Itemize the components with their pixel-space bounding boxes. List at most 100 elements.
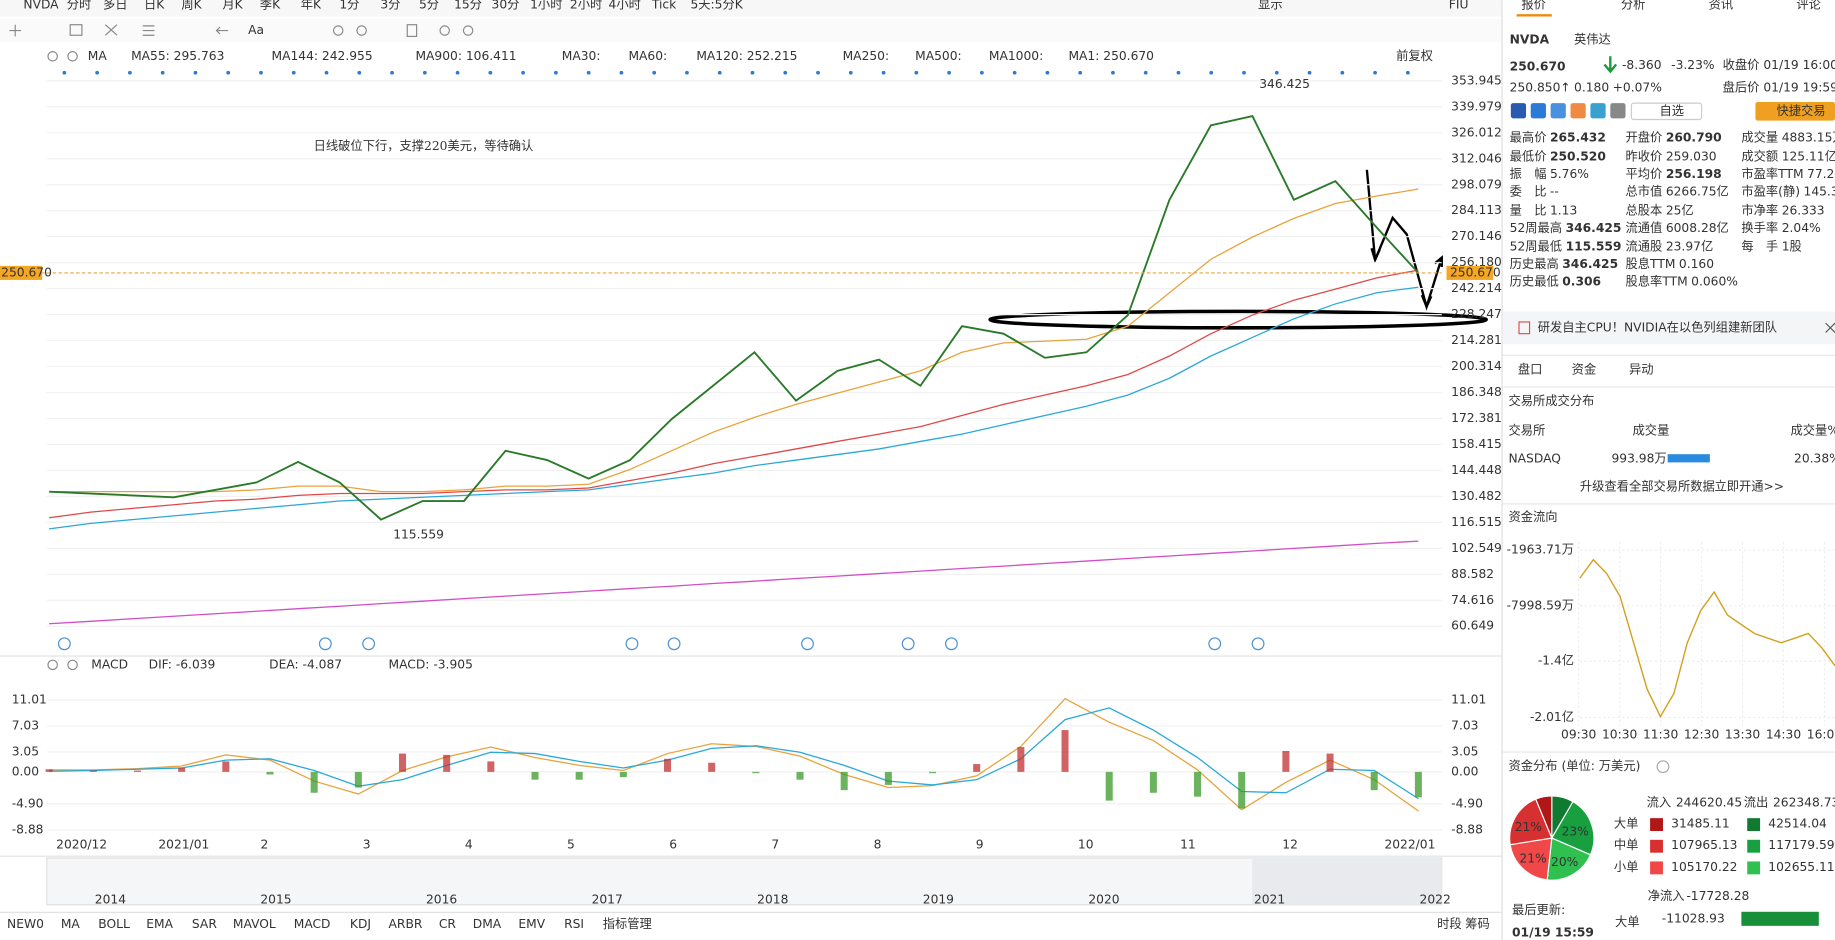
- legend-entry[interactable]: MA60:: [628, 49, 667, 63]
- icon[interactable]: [1510, 103, 1527, 119]
- news[interactable]: 研发自主CPU！NVIDIA在以色列组建新团队: [1538, 319, 1777, 334]
- icon[interactable]: [1550, 103, 1566, 119]
- fiu[interactable]: FIU: [1449, 0, 1469, 11]
- timeline-year: 2014: [95, 893, 126, 907]
- indicator-tab[interactable]: ARBR: [389, 917, 423, 931]
- event-marker[interactable]: [318, 637, 332, 651]
- icon[interactable]: [356, 25, 367, 36]
- font-tool[interactable]: Aa: [248, 23, 264, 37]
- event-marker[interactable]: [667, 637, 681, 651]
- icon[interactable]: [1610, 103, 1626, 119]
- indicator-tab[interactable]: 指标管理: [603, 916, 652, 931]
- sub-tab[interactable]: 盘口: [1518, 361, 1543, 376]
- legend-entry[interactable]: MA30:: [562, 49, 601, 63]
- indicator-tab[interactable]: MAVOL: [233, 917, 276, 931]
- display-menu[interactable]: 显示: [1258, 0, 1283, 11]
- news-bg[interactable]: [1502, 311, 1835, 345]
- adjust-mode[interactable]: 前复权: [1396, 48, 1433, 63]
- close-news[interactable]: [1825, 322, 1835, 333]
- settings-icon[interactable]: [47, 51, 58, 62]
- chips-tab[interactable]: 筹码: [1465, 917, 1490, 931]
- event-marker[interactable]: [1251, 637, 1265, 651]
- period-tab[interactable]: 30分: [492, 0, 520, 11]
- legend-entry[interactable]: MA55: 295.763: [131, 49, 224, 63]
- upgrade-link[interactable]: 立即开通>>: [1714, 478, 1784, 493]
- crosshair-icon[interactable]: [9, 24, 22, 37]
- event-dot: [291, 70, 296, 75]
- legend-entry[interactable]: MA900: 106.411: [415, 49, 516, 63]
- icon[interactable]: [1570, 103, 1586, 119]
- event-marker[interactable]: [1208, 637, 1222, 651]
- rect-icon[interactable]: [69, 24, 83, 36]
- undo-icon[interactable]: [215, 26, 229, 35]
- icon[interactable]: [1590, 103, 1606, 119]
- period-tab[interactable]: 5天:5分K: [690, 0, 743, 11]
- indicator-tab[interactable]: MA: [61, 917, 81, 931]
- event-marker[interactable]: [945, 637, 958, 651]
- legend-entry[interactable]: MA144: 242.955: [272, 49, 373, 63]
- period-tab[interactable]: 1小时: [530, 0, 562, 11]
- sub-tab[interactable]: 资金: [1572, 361, 1597, 376]
- legend-entry[interactable]: MA1: 250.670: [1068, 49, 1154, 63]
- indicator-tab[interactable]: KDJ: [350, 917, 371, 931]
- sub-tab[interactable]: 异动: [1629, 362, 1654, 376]
- icon[interactable]: [439, 25, 450, 36]
- indicator-tab[interactable]: NEW0: [7, 917, 44, 931]
- lines-icon[interactable]: [142, 25, 155, 36]
- period-tab[interactable]: 3分: [380, 0, 400, 11]
- event-marker[interactable]: [901, 637, 915, 651]
- legend-entry[interactable]: DEA: -4.087: [269, 657, 342, 671]
- close-icon[interactable]: [67, 51, 78, 62]
- legend-entry[interactable]: MA120: 252.215: [696, 49, 797, 63]
- period-tab[interactable]: 周K: [181, 0, 202, 11]
- period-tab[interactable]: 年K: [301, 0, 322, 11]
- panel-tab[interactable]: 评论: [1796, 0, 1821, 11]
- indicator-tab[interactable]: SAR: [192, 917, 217, 931]
- period-tab[interactable]: 月K: [222, 0, 243, 11]
- period-tab[interactable]: 4小时: [609, 0, 641, 11]
- timeline-window[interactable]: [1252, 857, 1442, 905]
- draw-icon[interactable]: [104, 24, 118, 36]
- panel-tab[interactable]: 资讯: [1709, 0, 1734, 11]
- indicator-tab[interactable]: DMA: [473, 917, 502, 931]
- legend-entry[interactable]: MACD: -3.905: [389, 657, 473, 671]
- trade-button[interactable]: [1755, 101, 1835, 121]
- period-tab[interactable]: 日K: [144, 0, 165, 11]
- event-marker[interactable]: [362, 637, 376, 651]
- session-tab[interactable]: 时段: [1437, 916, 1462, 931]
- period-tab[interactable]: 多日: [103, 0, 128, 11]
- event-dot: [455, 70, 460, 75]
- settings-icon[interactable]: [47, 659, 58, 671]
- event-marker[interactable]: [625, 637, 639, 651]
- period-tab[interactable]: Tick: [651, 0, 677, 11]
- close-icon[interactable]: [67, 659, 78, 671]
- period-tab[interactable]: 5分: [419, 0, 439, 11]
- icon[interactable]: [462, 25, 474, 36]
- timeline[interactable]: [46, 857, 1443, 906]
- legend-entry[interactable]: MA250:: [843, 49, 890, 63]
- row-outflow: 102655.11: [1768, 860, 1834, 874]
- period-tab[interactable]: 季K: [260, 0, 281, 11]
- icon[interactable]: [1530, 103, 1546, 119]
- period-tab[interactable]: 15分: [454, 0, 482, 11]
- trash-icon[interactable]: [406, 24, 418, 37]
- period-tab[interactable]: 分时: [67, 0, 92, 11]
- indicator-tab[interactable]: MACD: [294, 917, 331, 931]
- panel-tab[interactable]: 报价: [1521, 0, 1546, 11]
- event-marker[interactable]: [801, 637, 814, 651]
- period-tab[interactable]: 1分: [339, 0, 359, 11]
- legend-entry[interactable]: MA1000:: [989, 49, 1043, 63]
- indicator-tab[interactable]: EMV: [518, 917, 545, 931]
- legend-entry[interactable]: MA500:: [915, 49, 962, 63]
- indicator-tab[interactable]: EMA: [146, 917, 173, 931]
- panel-tab[interactable]: 分析: [1621, 0, 1646, 11]
- legend-entry[interactable]: DIF: -6.039: [149, 657, 216, 671]
- event-marker[interactable]: [57, 637, 71, 651]
- indicator-tab[interactable]: CR: [439, 917, 457, 931]
- indicator-tab[interactable]: BOLL: [98, 917, 130, 931]
- indicator-tab[interactable]: RSI: [564, 917, 584, 931]
- period-tab[interactable]: 2小时: [570, 0, 602, 11]
- toolbar-icons[interactable]: [9, 24, 1835, 671]
- watch-button[interactable]: [1630, 102, 1703, 121]
- icon[interactable]: [332, 25, 344, 36]
